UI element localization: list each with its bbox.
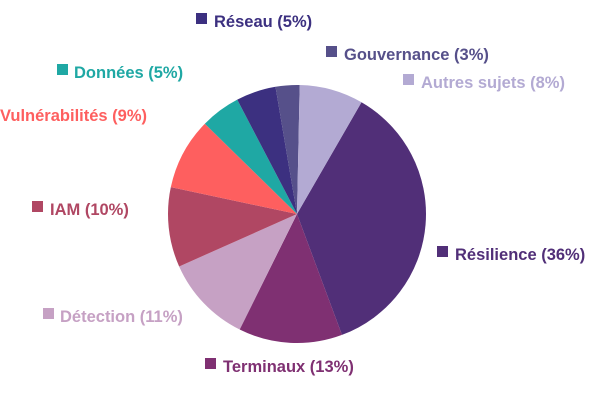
pie-slice — [237, 86, 297, 214]
pie-slice — [297, 102, 426, 335]
slice-label: IAM (10%) — [50, 201, 129, 219]
slice-label: Réseau (5%) — [214, 13, 312, 31]
legend-swatch — [57, 64, 68, 75]
slice-label: Terminaux (13%) — [223, 358, 354, 376]
pie-slice — [239, 214, 342, 343]
legend-swatch — [326, 46, 337, 57]
legend-swatch — [196, 13, 207, 24]
slice-label: Autres sujets (8%) — [421, 74, 565, 92]
legend-swatch — [32, 201, 43, 212]
pie-slice — [179, 214, 297, 330]
slice-label: Détection (11%) — [60, 308, 183, 326]
slice-label: Résilience (36%) — [455, 246, 585, 264]
slice-label: Gouvernance (3%) — [344, 46, 489, 64]
pie-slice — [170, 123, 297, 214]
slice-label: Vulnérabilités (9%) — [0, 107, 147, 125]
slice-label: Données (5%) — [74, 64, 183, 82]
pie-slice — [275, 85, 300, 214]
legend-swatch — [205, 358, 216, 369]
legend-swatch — [43, 308, 54, 319]
pie-slice — [204, 99, 297, 214]
legend-swatch — [437, 246, 448, 257]
pie-slice — [297, 85, 362, 214]
pie-slice — [167, 187, 297, 267]
legend-swatch — [403, 74, 414, 85]
